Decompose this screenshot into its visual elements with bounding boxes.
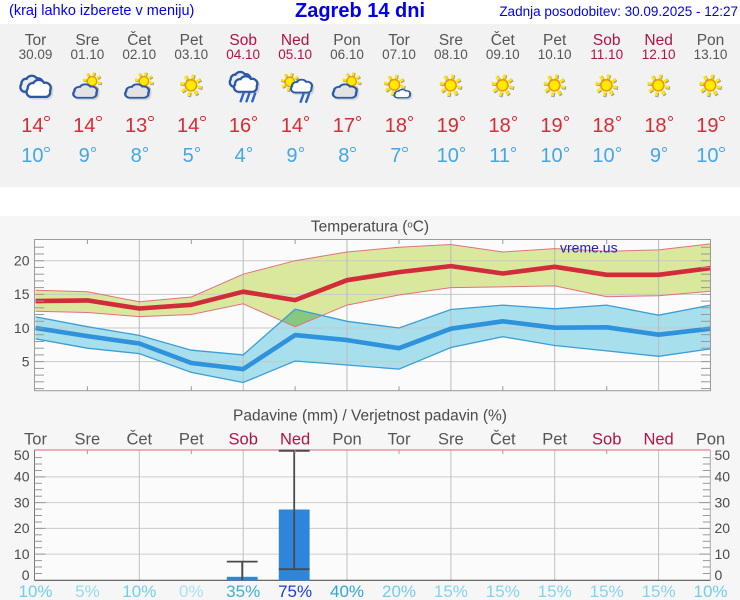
svg-text:75%: 75% [278,582,312,600]
svg-text:0: 0 [22,567,30,583]
svg-text:0: 0 [715,567,723,583]
svg-text:Čet: Čet [126,430,152,449]
svg-text:40%: 40% [330,582,364,600]
svg-text:Pon: Pon [696,431,725,449]
svg-text:15%: 15% [642,582,676,600]
svg-text:15: 15 [14,286,30,302]
svg-text:20: 20 [14,253,30,269]
svg-text:Sre: Sre [75,431,101,449]
svg-text:10%: 10% [122,582,156,600]
svg-text:15%: 15% [590,582,624,600]
svg-text:vreme.us: vreme.us [560,240,618,256]
svg-text:15%: 15% [538,582,572,600]
svg-text:15%: 15% [486,582,520,600]
svg-text:30: 30 [715,495,731,511]
svg-text:20%: 20% [382,582,416,600]
svg-text:20: 20 [715,520,731,536]
svg-text:30: 30 [14,495,30,511]
svg-text:Padavine (mm) / Verjetnost pad: Padavine (mm) / Verjetnost padavin (%) [233,408,507,425]
svg-text:40: 40 [14,469,30,485]
svg-text:5%: 5% [75,582,100,600]
svg-text:10: 10 [14,320,30,336]
svg-text:Sob: Sob [229,431,258,449]
svg-text:Tor: Tor [24,431,47,449]
svg-text:10%: 10% [18,582,52,600]
svg-text:15%: 15% [434,582,468,600]
svg-text:35%: 35% [226,582,260,600]
svg-text:10: 10 [715,546,731,562]
svg-text:Pet: Pet [542,431,567,449]
svg-text:50: 50 [14,447,30,463]
svg-text:Sob: Sob [592,431,621,449]
svg-text:10%: 10% [693,582,727,600]
svg-text:Pet: Pet [179,431,204,449]
svg-text:Temperatura (oC): Temperatura (oC) [311,219,429,236]
svg-text:Tor: Tor [388,431,411,449]
svg-text:Čet: Čet [490,430,516,449]
svg-text:Sre: Sre [438,431,464,449]
svg-text:5: 5 [22,353,30,369]
svg-text:40: 40 [715,469,731,485]
svg-text:Ned: Ned [643,431,673,449]
svg-text:50: 50 [715,447,731,463]
svg-text:0%: 0% [179,582,204,600]
svg-text:20: 20 [14,520,30,536]
svg-text:Ned: Ned [280,431,310,449]
svg-text:10: 10 [14,546,30,562]
svg-text:Pon: Pon [332,431,361,449]
